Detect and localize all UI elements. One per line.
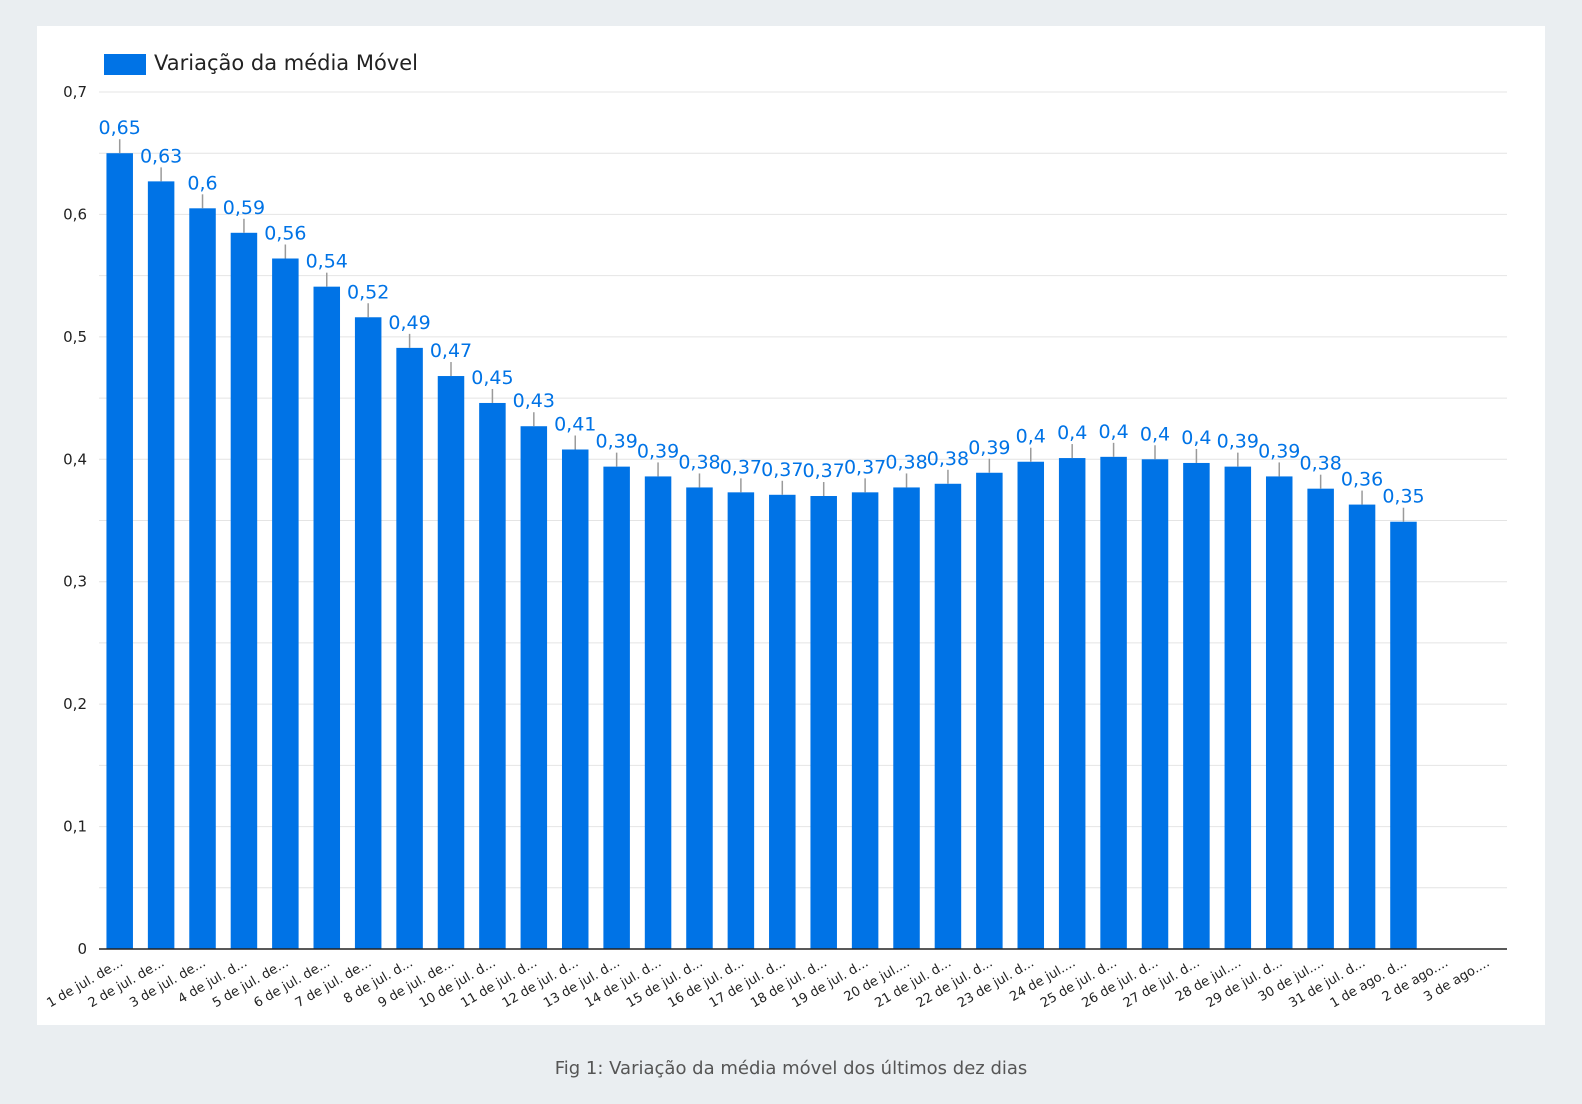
data-label: 0,43	[513, 390, 555, 412]
data-label: 0,47	[430, 340, 472, 362]
data-label: 0,39	[968, 437, 1010, 459]
bar	[520, 426, 548, 950]
data-label: 0,38	[927, 448, 969, 470]
bar	[1224, 466, 1252, 949]
y-tick-label: 0,6	[63, 205, 87, 223]
y-tick-label: 0,1	[63, 818, 87, 836]
bar	[189, 208, 216, 950]
bar	[1265, 476, 1293, 949]
bar	[561, 449, 589, 949]
bar	[1348, 504, 1376, 949]
bar	[1390, 521, 1417, 949]
bar	[686, 487, 713, 949]
bar-chart: 00,10,20,30,40,50,60,7 0,650,630,60,590,…	[44, 83, 1507, 1011]
data-label: 0,6	[187, 172, 217, 194]
data-label: 0,52	[347, 281, 389, 303]
y-tick-label: 0	[77, 940, 87, 958]
data-label: 0,39	[595, 431, 637, 453]
whiskers	[118, 139, 1405, 522]
data-label: 0,63	[140, 145, 182, 167]
data-label: 0,49	[388, 312, 430, 334]
bars	[106, 153, 1417, 950]
data-label: 0,41	[554, 413, 596, 435]
y-tick-label: 0,7	[63, 83, 87, 101]
bar	[1307, 488, 1334, 949]
bar	[230, 232, 258, 950]
data-label: 0,37	[803, 460, 845, 482]
grid-lines	[99, 91, 1507, 889]
legend-swatch	[104, 54, 146, 75]
bar	[1141, 459, 1169, 949]
data-label: 0,4	[1057, 422, 1087, 444]
bar	[644, 476, 672, 949]
bar	[603, 466, 630, 949]
data-label: 0,38	[885, 451, 927, 473]
bar	[769, 494, 796, 949]
figure-caption: Fig 1: Variação da média móvel dos últim…	[554, 1058, 1028, 1079]
data-label: 0,39	[1258, 440, 1300, 462]
data-label: 0,37	[720, 456, 762, 478]
bar	[147, 181, 175, 949]
data-label: 0,4	[1016, 426, 1046, 448]
data-label: 0,39	[637, 440, 679, 462]
y-tick-label: 0,5	[63, 328, 87, 346]
data-label: 0,4	[1181, 427, 1211, 449]
data-label: 0,4	[1098, 421, 1128, 443]
y-tick-label: 0,3	[63, 573, 87, 591]
x-axis-ticks: 1 de jul. de...2 de jul. de...3 de jul. …	[44, 955, 1492, 1011]
bar	[272, 258, 299, 949]
data-label: 0,4	[1140, 423, 1170, 445]
bar	[106, 153, 133, 949]
y-tick-label: 0,2	[63, 695, 87, 713]
data-label: 0,36	[1341, 469, 1383, 491]
bar	[479, 402, 506, 949]
bar	[1058, 458, 1086, 949]
chart-card: 0 0,1 0,2 0,3 0,4 0,5 0,6 0,7 0,65 0,63 0,6 0,59 0,…	[37, 26, 1545, 1025]
data-label: 0,38	[1299, 453, 1341, 475]
bar	[810, 496, 837, 949]
bar	[1017, 461, 1045, 949]
bar	[976, 472, 1003, 949]
data-label: 0,38	[678, 451, 720, 473]
data-label: 0,56	[264, 223, 306, 245]
bar	[727, 492, 755, 949]
data-labels: 0,650,630,60,590,560,540,520,490,470,450…	[99, 117, 1425, 508]
bar	[1100, 456, 1127, 949]
bar	[396, 347, 423, 949]
legend-label: Variação da média Móvel	[154, 51, 418, 75]
data-label: 0,37	[761, 459, 803, 481]
bar	[1183, 462, 1210, 949]
y-tick-label: 0,4	[63, 450, 87, 468]
data-label: 0,54	[306, 251, 348, 273]
bar	[313, 286, 341, 949]
bar	[851, 492, 879, 949]
data-label: 0,35	[1382, 486, 1424, 508]
data-label: 0,37	[844, 456, 886, 478]
y-axis-ticks: 0 0,1 0,2 0,3 0,4 0,5 0,6 0,7	[63, 83, 87, 958]
data-label: 0,65	[99, 117, 141, 139]
data-label: 0,45	[471, 367, 513, 389]
bar	[437, 376, 465, 949]
bar	[934, 483, 962, 949]
data-label: 0,39	[1217, 431, 1259, 453]
data-label: 0,59	[223, 197, 265, 219]
bar	[893, 487, 920, 949]
bar	[354, 317, 382, 950]
